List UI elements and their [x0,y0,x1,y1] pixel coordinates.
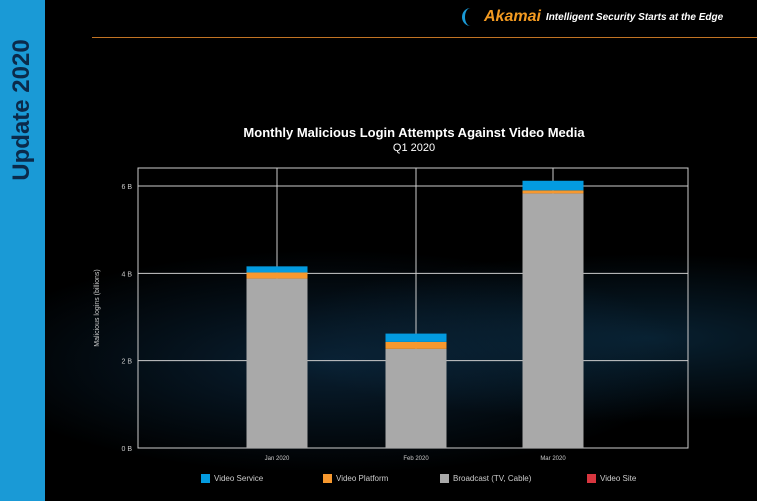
y-tick-label: 6 B [121,184,132,191]
x-tick-label: Jan 2020 [265,456,290,462]
akamai-swoosh-icon [462,8,479,26]
legend-swatch [440,474,449,483]
y-tick-label: 4 B [121,271,132,278]
y-tick-label: 0 B [121,446,132,453]
legend-item: Video Service [201,474,263,483]
legend-label: Video Site [600,474,637,483]
bar-segment-video-platform [246,272,308,279]
bar-segment-broadcast-tv-cable- [246,278,308,448]
legend-label: Video Service [214,474,264,483]
legend-swatch [323,474,332,483]
legend-label: Broadcast (TV, Cable) [453,474,532,483]
legend-item: Video Site [587,474,636,483]
brand-name: Akamai [484,8,541,25]
legend-item: Broadcast (TV, Cable) [440,474,531,483]
legend-label: Video Platform [336,474,389,483]
tagline: Intelligent Security Starts at the Edge [545,11,724,23]
legend-item: Video Platform [323,474,388,483]
legend-swatch [201,474,210,483]
bar-segment-broadcast-tv-cable- [522,193,584,448]
sidebar: Update 2020 [0,0,45,501]
bar-segment-video-service [246,266,308,273]
chart-title: Monthly Malicious Login Attempts Against… [243,125,585,140]
x-tick-label: Feb 2020 [403,456,429,462]
chart-subtitle: Q1 2020 [392,142,436,154]
bar-segment-video-platform [385,341,447,349]
y-tick-label: 2 B [121,359,132,366]
legend-swatch [587,474,596,483]
bar-segment-video-service [522,180,584,191]
bar-segment-video-platform [522,190,584,194]
bar-segment-broadcast-tv-cable- [385,348,447,448]
y-axis-label: Malicious logins (billions) [94,269,101,346]
header-divider [92,37,757,38]
bar-segment-video-service [385,333,447,342]
akamai-logo: Akamai Intelligent Security Starts at th… [462,8,723,26]
x-tick-label: Mar 2020 [540,456,566,462]
